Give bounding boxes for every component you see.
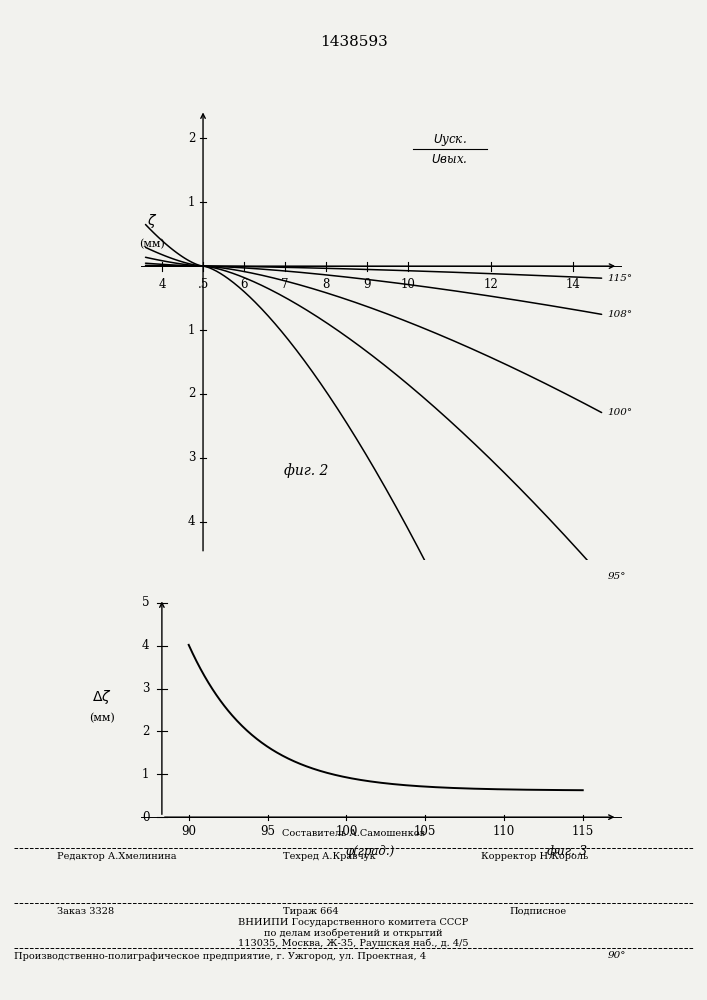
Text: φ(град.): φ(град.) — [345, 845, 395, 858]
Text: 0: 0 — [142, 811, 149, 824]
Text: Подписное: Подписное — [509, 907, 566, 916]
Text: 5: 5 — [142, 596, 149, 609]
Text: 4: 4 — [158, 278, 165, 291]
Text: 1438593: 1438593 — [320, 35, 387, 49]
Text: 105: 105 — [414, 825, 436, 838]
Text: 90: 90 — [181, 825, 196, 838]
Text: (мм): (мм) — [139, 239, 165, 249]
Text: Тираж 664: Тираж 664 — [283, 907, 339, 916]
Text: 2: 2 — [188, 387, 195, 400]
Text: 1: 1 — [188, 196, 195, 209]
Text: Техред А.Кравчук: Техред А.Кравчук — [283, 852, 375, 861]
Text: 3: 3 — [142, 682, 149, 695]
Text: 113035, Москва, Ж-35, Раушская наб., д. 4/5: 113035, Москва, Ж-35, Раушская наб., д. … — [238, 938, 469, 948]
Text: 100°: 100° — [608, 408, 633, 417]
Text: (мм): (мм) — [89, 713, 115, 724]
Text: 100: 100 — [335, 825, 358, 838]
Text: по делам изобретений и открытий: по делам изобретений и открытий — [264, 928, 443, 938]
Text: 1: 1 — [142, 768, 149, 781]
Text: 95: 95 — [260, 825, 275, 838]
Text: Составитель А.Самошенков: Составитель А.Самошенков — [282, 829, 425, 838]
Text: 6: 6 — [240, 278, 248, 291]
Text: Заказ 3328: Заказ 3328 — [57, 907, 114, 916]
Text: 115°: 115° — [608, 274, 633, 283]
Text: 90°: 90° — [608, 951, 626, 960]
Text: фиг. 3: фиг. 3 — [547, 845, 587, 858]
Text: 115: 115 — [572, 825, 594, 838]
Text: 7: 7 — [281, 278, 289, 291]
Text: $\Delta\zeta$: $\Delta\zeta$ — [92, 688, 112, 706]
Text: Корректор Н.Король: Корректор Н.Король — [481, 852, 588, 861]
Text: $U$вых.: $U$вых. — [431, 153, 468, 166]
Text: 2: 2 — [188, 132, 195, 145]
Text: 108°: 108° — [608, 310, 633, 319]
Text: .5: .5 — [197, 278, 209, 291]
Text: 8: 8 — [322, 278, 330, 291]
Text: $U$уск.: $U$уск. — [433, 132, 467, 148]
Text: 12: 12 — [484, 278, 498, 291]
Text: 4: 4 — [188, 515, 195, 528]
Text: 10: 10 — [401, 278, 416, 291]
Text: 110: 110 — [493, 825, 515, 838]
Text: Производственно-полиграфическое предприятие, г. Ужгород, ул. Проектная, 4: Производственно-полиграфическое предприя… — [14, 952, 426, 961]
Text: $\zeta$: $\zeta$ — [146, 212, 157, 230]
Text: 9: 9 — [363, 278, 371, 291]
Text: 4: 4 — [142, 639, 149, 652]
Text: 3: 3 — [188, 451, 195, 464]
Text: 1: 1 — [188, 324, 195, 336]
Text: фиг. 2: фиг. 2 — [284, 463, 328, 478]
Text: Редактор А.Хмелинина: Редактор А.Хмелинина — [57, 852, 176, 861]
Text: 2: 2 — [142, 725, 149, 738]
Text: ВНИИПИ Государственного комитета СССР: ВНИИПИ Государственного комитета СССР — [238, 918, 469, 927]
Text: 14: 14 — [566, 278, 580, 291]
Text: 95°: 95° — [608, 572, 626, 581]
